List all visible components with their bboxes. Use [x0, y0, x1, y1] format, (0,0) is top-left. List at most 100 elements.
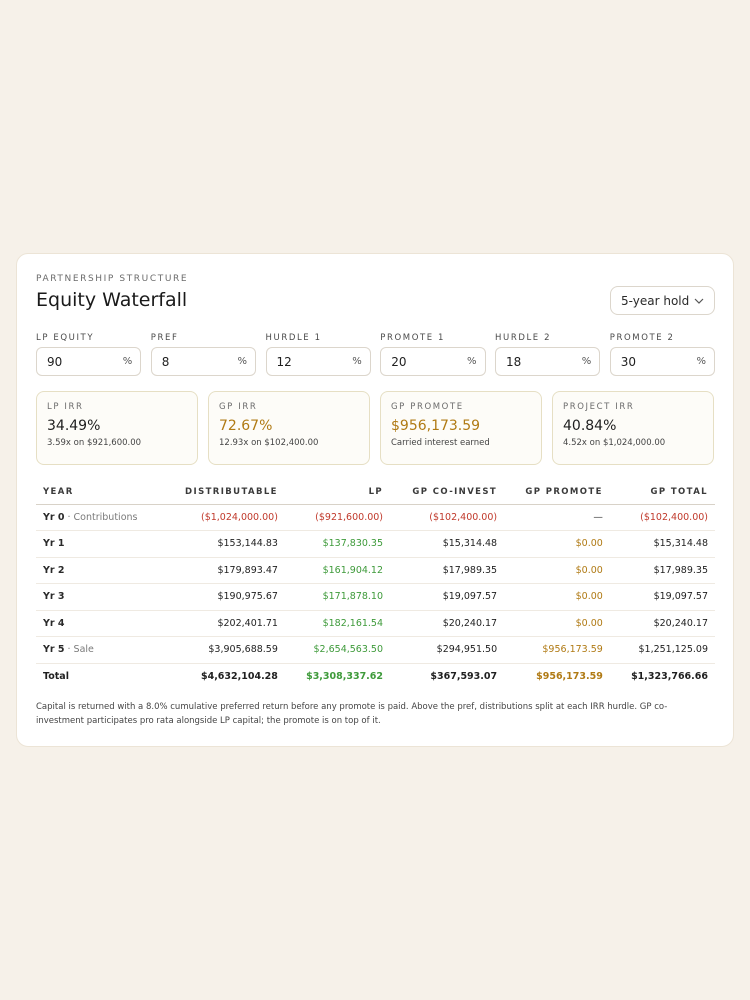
- column-header-gp-coinvest: GP CO-INVEST: [390, 480, 505, 505]
- gp-promote-cell: $956,173.59: [504, 636, 610, 664]
- gp-coinvest-cell: $15,314.48: [390, 530, 505, 558]
- gp-promote-cell: $0.00: [504, 530, 610, 558]
- gp-promote-cell: $0.00: [504, 610, 610, 637]
- gp-coinvest-cell: $20,240.17: [390, 610, 505, 637]
- table-row: Yr 5 · Sale $3,905,688.59 $2,654,563.50 …: [36, 636, 715, 664]
- footnote: Capital is returned with a 8.0% cumulati…: [36, 702, 668, 726]
- total-row: Total $4,632,104.28 $3,308,337.62 $367,5…: [36, 663, 715, 690]
- lp-irr-card: LP IRR 34.49% 3.59x on $921,600.00: [36, 391, 198, 465]
- gp-total-cell: $15,314.48: [609, 530, 715, 558]
- year-cell: Yr 1: [36, 530, 162, 558]
- table-header-row: YEAR DISTRIBUTABLE LP GP CO-INVEST GP PR…: [36, 480, 715, 505]
- lp-equity-field: LP EQUITY 90 %: [36, 333, 142, 376]
- gp-total-cell: $17,989.35: [609, 557, 715, 584]
- field-value: 90: [47, 354, 63, 369]
- table-row: Yr 4 $202,401.71 $182,161.54 $20,240.17 …: [36, 610, 715, 637]
- year-cell: Yr 0 · Contributions: [36, 504, 162, 531]
- promote-2-input[interactable]: 30 %: [609, 347, 715, 376]
- metric-label: GP IRR: [219, 402, 258, 412]
- promote-1-field: PROMOTE 1 20 %: [380, 333, 486, 376]
- year-label: Yr 2: [43, 564, 65, 576]
- gp-total-cell: $19,097.57: [609, 583, 715, 611]
- equity-waterfall-card: PARTNERSHIP STRUCTURE Equity Waterfall 5…: [16, 253, 734, 747]
- table-row: Yr 3 $190,975.67 $171,878.10 $19,097.57 …: [36, 583, 715, 611]
- metric-value: 72.67%: [219, 418, 273, 434]
- field-label: PROMOTE 2: [609, 333, 675, 343]
- gp-total-cell: $20,240.17: [609, 610, 715, 637]
- metric-subtext: 12.93x on $102,400.00: [219, 438, 319, 448]
- field-value: 18: [506, 354, 522, 369]
- table-row: Yr 2 $179,893.47 $161,904.12 $17,989.35 …: [36, 557, 715, 584]
- waterfall-table: YEAR DISTRIBUTABLE LP GP CO-INVEST GP PR…: [36, 480, 715, 690]
- column-header-lp: LP: [284, 480, 391, 505]
- percent-unit: %: [466, 356, 477, 367]
- percent-unit: %: [122, 356, 133, 367]
- hurdle-2-input[interactable]: 18 %: [495, 347, 601, 376]
- hold-period-select[interactable]: 5-year hold: [610, 286, 715, 315]
- gp-coinvest-cell: $19,097.57: [390, 583, 505, 611]
- percent-unit: %: [696, 356, 706, 367]
- table-row: Yr 0 · Contributions ($1,024,000.00) ($9…: [36, 504, 715, 531]
- year-cell: Yr 4: [36, 610, 162, 637]
- year-label: Yr 5: [43, 644, 65, 656]
- distributable-cell: ($1,024,000.00): [161, 504, 285, 531]
- lp-cell: $137,830.35: [284, 530, 391, 558]
- field-value: 30: [620, 354, 637, 369]
- gp-total-total: $1,323,766.66: [631, 671, 708, 682]
- gp-promote-cell: $0.00: [504, 583, 610, 611]
- promote-1-input[interactable]: 20 %: [380, 347, 486, 376]
- gp-total-cell: ($102,400.00): [609, 504, 715, 531]
- distributable-cell: $190,975.67: [161, 583, 285, 611]
- metric-subtext: 3.59x on $921,600.00: [47, 438, 142, 448]
- lp-equity-input[interactable]: 90 %: [36, 347, 142, 376]
- gp-irr-card: GP IRR 72.67% 12.93x on $102,400.00: [208, 391, 370, 465]
- field-label: HURDLE 1: [265, 333, 322, 343]
- percent-unit: %: [352, 356, 362, 367]
- gp-total-cell: $1,251,125.09: [609, 636, 715, 664]
- pref-field: PREF 8 %: [150, 333, 256, 376]
- gp-coinvest-cell: ($102,400.00): [390, 504, 505, 531]
- field-label: HURDLE 2: [495, 333, 552, 343]
- field-label: PREF: [150, 333, 179, 343]
- project-irr-card: PROJECT IRR 40.84% 4.52x on $1,024,000.0…: [552, 391, 714, 465]
- structure-inputs: LP EQUITY 90 % PREF 8 % HURDLE 1 12 % PR…: [36, 333, 715, 376]
- gp-coinvest-total: $367,593.07: [430, 671, 498, 682]
- field-value: 12: [276, 354, 292, 369]
- metric-cards: LP IRR 34.49% 3.59x on $921,600.00 GP IR…: [36, 391, 715, 465]
- gp-coinvest-cell: $294,951.50: [390, 636, 505, 664]
- field-label: PROMOTE 1: [380, 333, 446, 343]
- metric-value: $956,173.59: [391, 418, 481, 434]
- year-label: Yr 3: [43, 591, 65, 603]
- lp-cell: $2,654,563.50: [284, 636, 391, 664]
- year-label: Yr 1: [43, 538, 65, 550]
- gp-coinvest-cell: $17,989.35: [390, 557, 505, 584]
- chevron-down-icon: [694, 296, 704, 306]
- promote-2-field: PROMOTE 2 30 %: [609, 333, 715, 376]
- hold-period-value: 5-year hold: [621, 293, 690, 308]
- metric-subtext: 4.52x on $1,024,000.00: [563, 438, 666, 448]
- lp-cell: $182,161.54: [284, 610, 391, 637]
- page-title: Equity Waterfall: [36, 289, 188, 311]
- field-value: 8: [161, 354, 170, 369]
- gp-promote-total: $956,173.59: [536, 671, 603, 682]
- section-eyebrow: PARTNERSHIP STRUCTURE: [36, 274, 189, 284]
- distributable-total: $4,632,104.28: [200, 671, 278, 682]
- total-label: Total: [43, 671, 69, 682]
- lp-cell: $171,878.10: [284, 583, 391, 611]
- year-label: Yr 0: [43, 511, 65, 523]
- metric-label: GP PROMOTE: [391, 402, 464, 412]
- column-header-distributable: DISTRIBUTABLE: [161, 480, 285, 505]
- lp-cell: $161,904.12: [284, 557, 391, 584]
- pref-input[interactable]: 8 %: [150, 347, 256, 376]
- year-label: Yr 4: [43, 617, 65, 629]
- lp-cell: ($921,600.00): [284, 504, 391, 531]
- hurdle-1-input[interactable]: 12 %: [265, 347, 371, 376]
- year-note: · Contributions: [64, 511, 138, 523]
- metric-subtext: Carried interest earned: [391, 438, 490, 448]
- percent-unit: %: [581, 356, 592, 367]
- year-cell: Yr 3: [36, 583, 162, 611]
- hurdle-1-field: HURDLE 1 12 %: [265, 333, 371, 376]
- distributable-cell: $153,144.83: [161, 530, 285, 558]
- metric-value: 40.84%: [563, 418, 617, 434]
- table-row: Yr 1 $153,144.83 $137,830.35 $15,314.48 …: [36, 530, 715, 558]
